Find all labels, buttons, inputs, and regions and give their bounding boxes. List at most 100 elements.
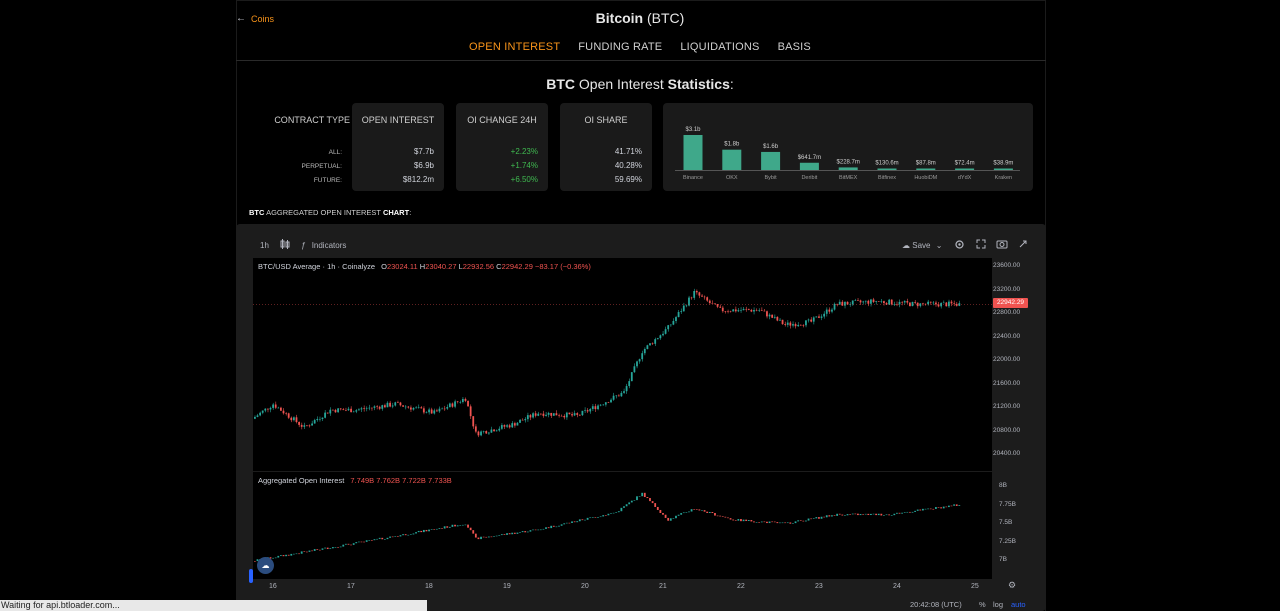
candle-body	[906, 301, 909, 303]
oi-candle	[680, 513, 683, 515]
price-legend: BTC/USD Average · 1h · Coinalyze O23024.…	[258, 262, 591, 271]
exchange-bar[interactable]	[722, 149, 742, 170]
scroll-handle[interactable]	[249, 569, 253, 583]
exchange-bar-label: $130.6m	[875, 161, 898, 167]
stats-title-statistics: Statistics	[667, 76, 730, 92]
tab-liquidations[interactable]: LIQUIDATIONS	[680, 41, 760, 53]
candle-body	[844, 301, 846, 306]
exchange-bar-label: $1.6b	[763, 144, 779, 150]
price-pane[interactable]	[253, 258, 992, 471]
oi-candle	[337, 547, 339, 548]
candle-body	[789, 322, 792, 326]
cloud-icon: ☁	[902, 241, 910, 250]
candle-body	[940, 302, 943, 307]
oi-change-perpetual-value: +1.74%	[510, 161, 538, 170]
candle-body	[261, 410, 264, 413]
oi-candle	[953, 504, 956, 506]
oi-future-value: $812.2m	[402, 175, 434, 184]
function-icon: ƒ	[301, 241, 306, 250]
oi-candle	[394, 536, 397, 537]
oi-candle	[422, 529, 425, 533]
tab-basis[interactable]: BASIS	[777, 41, 811, 53]
tab-funding-rate[interactable]: FUNDING RATE	[578, 41, 663, 53]
candle-body	[675, 317, 677, 322]
candle-body	[924, 303, 927, 305]
candle-body	[677, 312, 680, 318]
candle-body	[727, 311, 729, 312]
logo-badge[interactable]: ☁	[257, 557, 274, 574]
auto-toggle[interactable]: auto	[1011, 600, 1026, 609]
candle-body	[404, 406, 407, 408]
candle-body	[880, 301, 883, 302]
oi-candle	[638, 496, 641, 497]
fullscreen-icon[interactable]	[976, 239, 986, 251]
candle-body	[490, 429, 493, 433]
back-link[interactable]: ← Coins	[236, 13, 274, 24]
oi-candle	[651, 501, 654, 504]
axis-settings-icon[interactable]: ⚙	[1008, 580, 1017, 590]
exchange-bar[interactable]	[799, 162, 819, 170]
candle-body	[695, 290, 698, 293]
candle-body	[443, 408, 446, 410]
exchange-bar[interactable]	[838, 167, 858, 170]
oi-candle	[576, 521, 579, 523]
candle-body	[269, 407, 272, 410]
candle-body	[732, 309, 735, 312]
oi-candle	[937, 507, 940, 508]
candlestick-chart	[253, 288, 992, 562]
exchange-bar[interactable]	[955, 168, 975, 171]
oi-candle	[368, 540, 371, 541]
log-toggle[interactable]: log	[993, 600, 1004, 609]
tab-open-interest[interactable]: OPEN INTEREST	[469, 41, 561, 53]
candle-body	[641, 353, 644, 360]
exchange-bar[interactable]	[993, 168, 1013, 171]
oi-candle	[903, 512, 906, 513]
candle-body	[846, 301, 849, 305]
oi-candle	[823, 516, 826, 518]
time-axis[interactable]: 16 17 18 19 20 21 22 23 24 25	[253, 580, 993, 594]
exchange-bar-label: $3.1b	[685, 127, 701, 133]
candle-body	[807, 319, 810, 321]
oi-candle	[617, 511, 620, 513]
oi-candle	[308, 550, 311, 552]
oi-candle	[695, 509, 698, 510]
exchange-bar[interactable]	[683, 135, 703, 170]
arrow-left-icon: ←	[236, 13, 246, 24]
publish-icon[interactable]	[1018, 239, 1028, 251]
oi-candle	[747, 520, 750, 522]
oi-candle	[940, 507, 943, 509]
exchange-bar[interactable]	[761, 151, 781, 170]
oi-candle	[857, 513, 859, 516]
settings-icon[interactable]	[954, 239, 965, 252]
candle-type-icon[interactable]	[280, 239, 290, 251]
oi-axis-tick: 8B	[999, 482, 1007, 489]
candle-body	[737, 310, 740, 312]
candle-body	[903, 301, 906, 303]
save-label: Save	[912, 241, 931, 250]
oi-candle	[396, 536, 399, 537]
candle-body	[893, 304, 896, 305]
oi-pane[interactable]	[253, 472, 992, 579]
oi-candle	[425, 529, 428, 532]
oi-candle	[376, 538, 378, 540]
camera-icon[interactable]	[996, 239, 1008, 251]
oi-candle	[924, 508, 927, 510]
indicators-button[interactable]: ƒ Indicators	[301, 241, 346, 250]
candle-body	[472, 416, 475, 427]
candle-body	[438, 408, 441, 412]
oi-candle	[620, 507, 623, 512]
candle-body	[277, 407, 280, 409]
interval-button[interactable]: 1h	[260, 241, 269, 250]
oi-perpetual-value: $6.9b	[413, 161, 434, 170]
candle-body	[464, 398, 467, 401]
candle-body	[576, 413, 579, 415]
save-button[interactable]: ☁ Save ⌄	[902, 241, 942, 250]
oi-candle	[927, 508, 930, 510]
exchange-bar[interactable]	[916, 168, 936, 171]
stats-title: BTC Open Interest Statistics:	[0, 76, 1280, 92]
candle-body	[721, 307, 724, 312]
candle-body	[929, 301, 932, 303]
oi-candle	[719, 515, 722, 517]
exchange-bar[interactable]	[877, 168, 897, 171]
percent-toggle[interactable]: %	[979, 600, 986, 609]
